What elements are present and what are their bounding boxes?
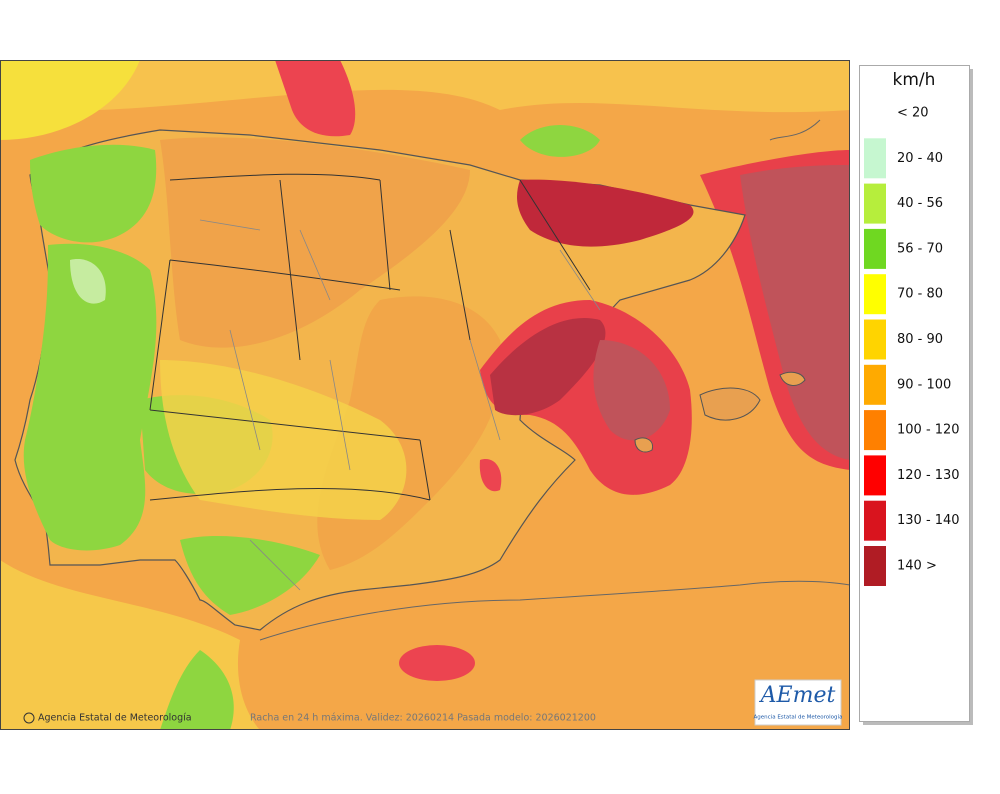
- legend-unit: km/h: [893, 70, 936, 90]
- logo-subtitle: Agencia Estatal de Meteorología: [754, 714, 843, 721]
- legend-label: < 20: [897, 106, 929, 121]
- legend-label: 20 - 40: [897, 151, 943, 166]
- legend-swatch: [864, 455, 886, 496]
- green-area: [180, 535, 320, 615]
- legend-label: 56 - 70: [897, 241, 943, 256]
- legend-label: 130 - 140: [897, 513, 960, 528]
- map: Agencia Estatal de Meteorología Racha en…: [0, 60, 851, 730]
- sea-band: [0, 60, 850, 113]
- legend-label: 90 - 100: [897, 377, 951, 392]
- legend-label: 80 - 90: [897, 332, 943, 347]
- legend-swatch: [864, 183, 886, 224]
- legend-label: 120 - 130: [897, 468, 960, 483]
- province-borders: [199, 219, 601, 591]
- legend-swatch: [864, 546, 886, 586]
- legend-label: 40 - 56: [897, 196, 943, 211]
- legend-swatch: [864, 500, 886, 541]
- borders: [149, 173, 591, 501]
- logo-box: [754, 679, 842, 726]
- caption: Racha en 24 h máxima. Validez: 20260214 …: [250, 713, 596, 724]
- sea-band: [0, 60, 140, 140]
- legend-swatch: [864, 319, 886, 360]
- legend-swatch: [864, 274, 886, 315]
- red-area: [275, 60, 356, 137]
- orange-area: [160, 137, 470, 348]
- light-green-area: [70, 259, 106, 304]
- island: [699, 387, 761, 421]
- credit: Agencia Estatal de Meteorología: [38, 713, 192, 724]
- dark-area: [593, 340, 670, 441]
- dark-area: [490, 318, 606, 416]
- map-frame: [0, 60, 850, 730]
- green-area: [520, 125, 600, 157]
- legend-label: 100 - 120: [897, 423, 960, 438]
- island: [634, 437, 654, 453]
- legend-swatch: [864, 228, 886, 269]
- logo-name: AEmet: [759, 683, 836, 708]
- legend-label: 140 >: [897, 559, 937, 574]
- red-area: [517, 179, 694, 247]
- coastline: [259, 119, 851, 641]
- red-area: [479, 459, 502, 492]
- legend-label: 70 - 80: [897, 287, 943, 302]
- legend-swatch: [864, 138, 886, 179]
- yellow-area: [160, 360, 407, 520]
- green-area: [30, 144, 157, 243]
- island: [779, 371, 806, 386]
- legend: km/h < 20 20 - 40 40 - 56 56 - 70 70 - 80 80 …: [859, 65, 973, 725]
- red-area: [399, 645, 475, 681]
- copyright-icon: [23, 712, 35, 724]
- green-area: [23, 243, 157, 551]
- dark-area: [740, 165, 850, 460]
- legend-swatch: [864, 410, 886, 451]
- green-area: [160, 650, 234, 730]
- legend-swatch: [864, 364, 886, 405]
